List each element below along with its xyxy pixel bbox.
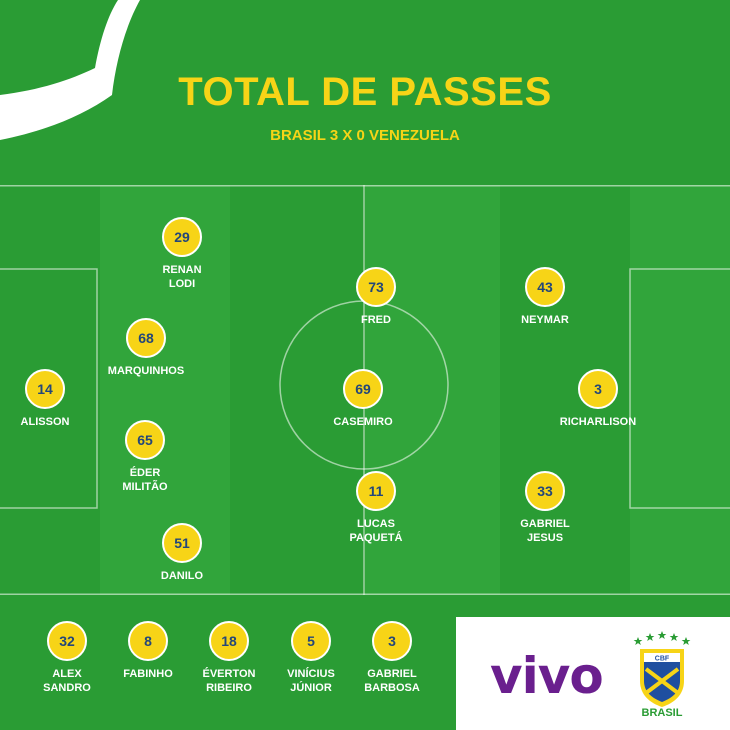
player-name: DANILO xyxy=(160,570,204,582)
pass-count-badge: 33 xyxy=(525,471,565,511)
player-alisson: 14 ALISSON xyxy=(0,369,110,429)
decorative-swoosh xyxy=(0,0,140,140)
player-gabriel-jesus: 33 GABRIEL JESUS xyxy=(480,471,610,545)
pass-count-badge: 73 xyxy=(356,267,396,307)
pass-count-badge: 3 xyxy=(578,369,618,409)
cbf-crest-icon: CBF xyxy=(633,631,691,707)
pass-count-badge: 69 xyxy=(343,369,383,409)
player-neymar: 43 NEYMAR xyxy=(480,267,610,327)
pass-count-badge: 43 xyxy=(525,267,565,307)
player-name: RENAN LODI xyxy=(162,264,202,290)
pass-count-badge: 32 xyxy=(47,621,87,661)
sub-alex-sandro: 32 ALEX SANDRO xyxy=(2,621,132,695)
sponsor-panel: vivo CBF BRASIL xyxy=(456,617,730,730)
graphic-title: TOTAL DE PASSES xyxy=(178,70,552,114)
player-fred: 73 FRED xyxy=(311,267,441,327)
player-name: ÉDER MILITÃO xyxy=(122,467,168,493)
pass-count-badge: 3 xyxy=(372,621,412,661)
federation-label: BRASIL xyxy=(641,707,683,719)
pass-count-badge: 65 xyxy=(125,420,165,460)
sub-gabriel-barbosa: 3 GABRIEL BARBOSA xyxy=(327,621,457,695)
pass-count-badge: 11 xyxy=(356,471,396,511)
pass-count-badge: 8 xyxy=(128,621,168,661)
player-lucas-paqueta: 11 LUCAS PAQUETÁ xyxy=(311,471,441,545)
player-renan-lodi: 29 RENAN LODI xyxy=(117,217,247,291)
player-name: FRED xyxy=(361,314,391,326)
player-richarlison: 3 RICHARLISON xyxy=(533,369,663,429)
player-eder-militao: 65 ÉDER MILITÃO xyxy=(80,420,210,494)
player-name: ÉVERTON RIBEIRO xyxy=(202,668,256,694)
player-name: FABINHO xyxy=(123,668,173,680)
pass-count-badge: 18 xyxy=(209,621,249,661)
vivo-logo: vivo xyxy=(490,647,604,705)
player-name: GABRIEL BARBOSA xyxy=(364,668,420,694)
cbf-badge-text: CBF xyxy=(655,656,670,663)
bench-area xyxy=(0,595,456,730)
player-danilo: 51 DANILO xyxy=(117,523,247,583)
sub-everton-ribeiro: 18 ÉVERTON RIBEIRO xyxy=(164,621,294,695)
football-pitch xyxy=(0,185,730,595)
pass-count-badge: 5 xyxy=(291,621,331,661)
player-marquinhos: 68 MARQUINHOS xyxy=(81,318,211,378)
player-name: RICHARLISON xyxy=(559,416,637,428)
pass-count-badge: 14 xyxy=(25,369,65,409)
sub-fabinho: 8 FABINHO xyxy=(83,621,213,681)
sub-vinicius-junior: 5 VINÍCIUS JÚNIOR xyxy=(246,621,376,695)
pass-count-badge: 68 xyxy=(126,318,166,358)
player-name: NEYMAR xyxy=(521,314,569,326)
player-name: LUCAS PAQUETÁ xyxy=(349,518,403,544)
player-name: CASEMIRO xyxy=(333,416,393,428)
pass-count-badge: 29 xyxy=(162,217,202,257)
player-name: ALISSON xyxy=(20,416,70,428)
player-name: GABRIEL JESUS xyxy=(520,518,570,544)
match-score: BRASIL 3 X 0 VENEZUELA xyxy=(270,127,460,144)
player-name: MARQUINHOS xyxy=(107,365,185,377)
player-name: VINÍCIUS JÚNIOR xyxy=(287,668,335,694)
pass-count-badge: 51 xyxy=(162,523,202,563)
player-casemiro: 69 CASEMIRO xyxy=(298,369,428,429)
player-name: ALEX SANDRO xyxy=(43,668,91,694)
